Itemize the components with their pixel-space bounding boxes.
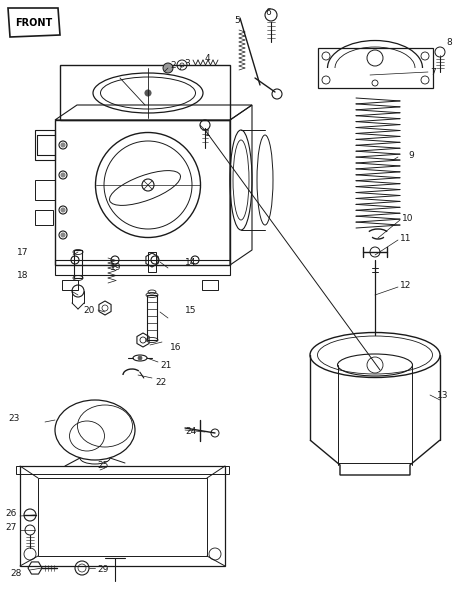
Bar xyxy=(35,180,55,200)
Text: 17: 17 xyxy=(17,247,28,256)
Text: 24: 24 xyxy=(185,427,196,437)
Bar xyxy=(74,250,82,278)
Bar xyxy=(35,130,55,160)
Text: 8: 8 xyxy=(446,38,452,47)
Circle shape xyxy=(138,356,142,360)
Bar xyxy=(55,120,230,265)
Text: 16: 16 xyxy=(170,343,182,352)
Text: 9: 9 xyxy=(408,151,414,159)
Text: 23: 23 xyxy=(9,413,20,423)
Bar xyxy=(55,260,230,275)
Text: 13: 13 xyxy=(437,391,448,400)
Text: 6: 6 xyxy=(265,7,271,17)
Text: 29: 29 xyxy=(97,566,109,574)
Text: 22: 22 xyxy=(155,378,166,386)
Text: 18: 18 xyxy=(17,271,28,279)
Text: 12: 12 xyxy=(400,280,411,290)
Circle shape xyxy=(163,63,173,73)
Text: 28: 28 xyxy=(10,569,22,579)
Text: 2: 2 xyxy=(170,60,176,69)
Text: 19: 19 xyxy=(110,263,121,271)
Text: 4: 4 xyxy=(205,54,210,63)
Polygon shape xyxy=(8,8,60,37)
Bar xyxy=(35,210,53,225)
Text: 20: 20 xyxy=(83,306,95,314)
Circle shape xyxy=(61,143,65,147)
Circle shape xyxy=(61,233,65,237)
Text: 14: 14 xyxy=(185,258,196,266)
Circle shape xyxy=(61,173,65,177)
Text: 3: 3 xyxy=(184,58,190,68)
Circle shape xyxy=(145,90,151,96)
Bar xyxy=(62,280,78,290)
Bar xyxy=(148,252,156,272)
Text: 10: 10 xyxy=(402,213,413,223)
Text: 11: 11 xyxy=(400,234,411,242)
Text: 21: 21 xyxy=(160,360,172,370)
Text: 7: 7 xyxy=(430,68,436,76)
Text: 15: 15 xyxy=(185,306,197,314)
Text: 27: 27 xyxy=(6,523,17,533)
Text: FRONT: FRONT xyxy=(15,18,53,28)
Bar xyxy=(20,466,225,566)
Text: 1: 1 xyxy=(205,129,211,138)
Text: 26: 26 xyxy=(6,509,17,518)
Bar xyxy=(147,295,157,340)
Circle shape xyxy=(61,208,65,212)
Bar xyxy=(318,48,433,88)
Bar xyxy=(202,280,218,290)
Bar xyxy=(16,466,229,474)
Text: 5: 5 xyxy=(234,15,240,25)
Text: 25: 25 xyxy=(97,461,109,469)
